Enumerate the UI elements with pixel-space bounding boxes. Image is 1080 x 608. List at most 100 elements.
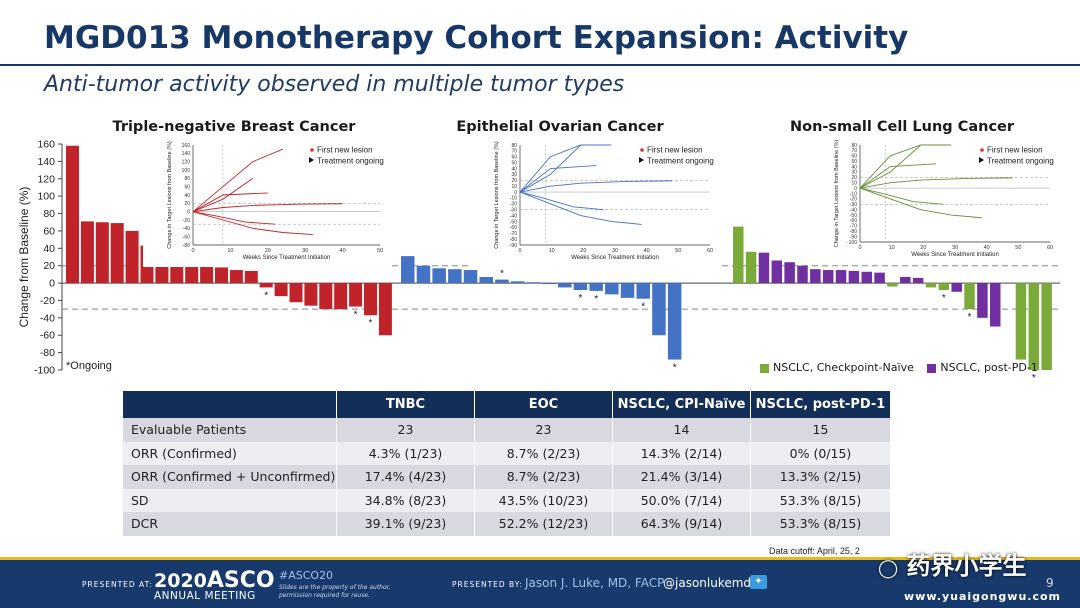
inset-y-tick-label: 50 — [851, 159, 857, 165]
bar — [495, 279, 509, 284]
inset-y-tick-label: -90 — [850, 234, 857, 240]
page-number: 9 — [1046, 576, 1054, 590]
bar — [542, 283, 556, 285]
inset-y-tick-label: 30 — [511, 172, 517, 178]
inset-legend-label: Treatment ongoing — [647, 157, 714, 166]
twitter-icon[interactable]: ✦ — [750, 575, 767, 589]
table-header — [123, 391, 337, 418]
bar — [758, 252, 770, 284]
treatment-ongoing-icon — [639, 157, 644, 163]
patient-trajectory — [519, 144, 582, 193]
inset-y-tick-label: 80 — [184, 176, 190, 182]
ongoing-marker: * — [578, 293, 582, 304]
y-axis-label: Change from Baseline (%) — [17, 187, 31, 328]
table-cell: 53.3% (8/15) — [750, 488, 891, 512]
bar — [874, 272, 885, 284]
bar — [66, 145, 79, 284]
wechat-icon: ◯ — [878, 558, 899, 579]
table-cell: 15 — [750, 418, 891, 442]
inset-y-tick-label: -30 — [510, 208, 517, 214]
bar — [448, 269, 462, 284]
bar — [200, 264, 214, 284]
patient-trajectory — [519, 180, 673, 193]
bar — [432, 268, 446, 284]
presented-by-label: PRESENTED BY: — [452, 580, 523, 589]
inset-y-tick-label: 0 — [854, 186, 857, 192]
bar — [170, 263, 184, 284]
inset-x-tick-label: 50 — [377, 248, 383, 254]
ongoing-marker: * — [500, 269, 504, 280]
data-cutoff-note: Data cutoff: April, 25, 2 — [769, 546, 860, 556]
bar — [274, 283, 288, 297]
table-cell: 43.5% (10/23) — [474, 488, 613, 512]
legend-label: NSCLC, post-PD-1 — [940, 361, 1038, 374]
inset-x-label: Weeks Since Treatment Initiation — [243, 255, 331, 261]
bar — [861, 271, 872, 284]
inset-y-tick-label: 100 — [182, 168, 191, 174]
patient-trajectory — [859, 187, 982, 219]
table-row: ORR (Confirmed + Unconfirmed) 17.4% (4/23… — [123, 465, 891, 489]
y-tick-label: -40 — [40, 312, 55, 324]
watermark-text: ◯ 药界小学生 — [878, 546, 1027, 581]
inset-y-tick-label: 70 — [511, 149, 517, 155]
inset-x-tick-label: 0 — [191, 248, 194, 254]
inset-x-tick-label: 30 — [612, 248, 618, 254]
bar — [510, 281, 525, 284]
table-cell: 8.7% (2/23) — [474, 441, 613, 465]
inset-x-tick-label: 30 — [302, 248, 308, 254]
bar — [526, 282, 541, 284]
inset-y-tick-label: -40 — [850, 207, 857, 213]
inset-x-label: Weeks Since Treatment Initiation — [571, 255, 659, 261]
hashtag: #ASCO20 — [279, 569, 334, 582]
inset-x-tick-label: 10 — [227, 248, 233, 254]
panel-title: Epithelial Ovarian Cancer — [456, 119, 664, 135]
inset-x-tick-label: 50 — [1015, 245, 1021, 251]
bar — [900, 276, 911, 284]
table-cell: 50.0% (7/14) — [612, 488, 751, 512]
bar — [938, 283, 950, 291]
panel-title: Non-small Cell Lung Cancer — [790, 119, 1015, 135]
legend-item-checkpoint-naive: NSCLC, Checkpoint-Naïve — [760, 361, 917, 374]
treatment-ongoing-icon — [979, 157, 984, 163]
row-label: ORR (Confirmed + Unconfirmed) — [123, 465, 337, 489]
legend-label: NSCLC, Checkpoint-Naïve — [773, 361, 914, 374]
treatment-ongoing-icon — [309, 157, 314, 163]
bar — [259, 283, 273, 288]
inset-legend-label: First new lesion — [647, 146, 703, 155]
asco-logo: 2020ASCO — [154, 568, 275, 593]
table-cell: 17.4% (4/23) — [336, 465, 475, 489]
patient-trajectory — [192, 203, 343, 213]
bar — [289, 283, 303, 303]
inset-x-tick-label: 40 — [644, 248, 650, 254]
bar — [977, 283, 988, 318]
inset-y-tick-label: 30 — [851, 170, 857, 176]
inset-y-label: Change in Target Lesions from Baseline (… — [494, 141, 500, 249]
y-tick-label: -80 — [40, 347, 55, 359]
bar — [349, 283, 363, 307]
bar — [589, 283, 603, 291]
inset-y-tick-label: -40 — [510, 213, 517, 219]
inset-y-tick-label: -70 — [510, 231, 517, 237]
bar — [185, 263, 199, 284]
inset-y-tick-label: -30 — [850, 202, 857, 208]
bar — [215, 267, 228, 284]
inset-y-tick-label: 80 — [511, 143, 517, 149]
row-label: DCR — [123, 512, 337, 536]
legend-swatch-green — [760, 363, 769, 373]
table-cell: 4.3% (1/23) — [336, 441, 475, 465]
new-lesion-marker — [980, 148, 984, 152]
table-cell: 53.3% (8/15) — [750, 512, 891, 536]
panel-title: Triple-negative Breast Cancer — [113, 119, 357, 135]
y-tick-label: 100 — [37, 191, 55, 203]
bar — [667, 283, 682, 360]
patient-trajectory — [859, 177, 1013, 189]
y-tick-label: 40 — [43, 243, 55, 255]
inset-x-tick-label: 10 — [549, 248, 555, 254]
inset-y-tick-label: 60 — [184, 184, 190, 190]
y-tick-label: 160 — [37, 139, 55, 151]
bar — [964, 283, 975, 310]
inset-x-tick-label: 50 — [675, 248, 681, 254]
bar — [416, 265, 431, 284]
bar — [334, 283, 348, 310]
inset-x-tick-label: 0 — [518, 248, 521, 254]
